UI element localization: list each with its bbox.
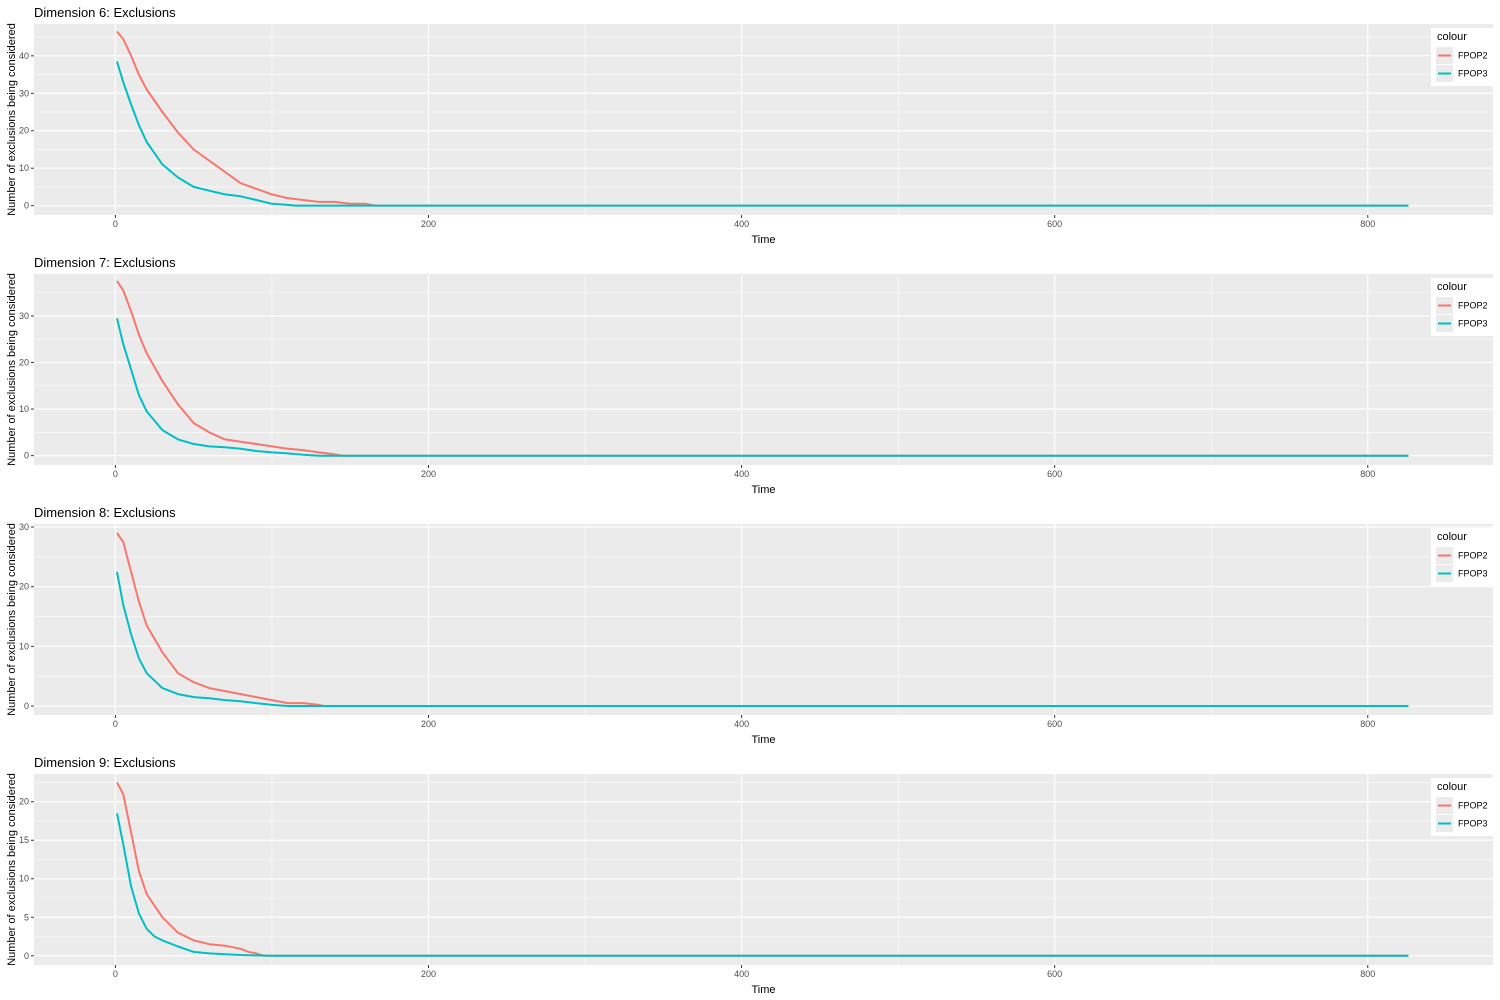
series-line-fpop3 (116, 318, 1409, 457)
y-tick-label: 30 (19, 522, 29, 532)
chart-panel-dimension-7: 0 200 400 600 800 0 10 20 30 Dimension 7: Exclusi… (6, 255, 1493, 496)
legend-label-fpop3: FPOP3 (1458, 319, 1488, 329)
y-tick-label: 20 (19, 126, 29, 136)
y-tick-label: 20 (19, 797, 29, 807)
x-tick-label: 400 (734, 969, 749, 979)
x-tick-label: 600 (1047, 719, 1062, 729)
y-axis-label: Number of exclusions being considered (6, 523, 18, 716)
x-tick-label: 600 (1047, 469, 1062, 479)
x-axis-label: Time (751, 484, 775, 496)
legend-label-fpop3: FPOP3 (1458, 69, 1488, 79)
legend-label-fpop2: FPOP2 (1458, 51, 1488, 61)
series-line-fpop3 (116, 571, 1409, 707)
plot-background (34, 24, 1493, 215)
series-line-fpop3 (116, 813, 1409, 957)
chart-title: Dimension 7: Exclusions (34, 255, 176, 270)
x-tick-label: 200 (421, 469, 436, 479)
y-tick-label: 10 (19, 641, 29, 651)
chart-title: Dimension 8: Exclusions (34, 505, 176, 520)
x-tick-label: 0 (113, 969, 118, 979)
x-tick-label: 0 (113, 469, 118, 479)
legend-title: colour (1437, 781, 1467, 793)
y-tick-label: 15 (19, 835, 29, 845)
y-tick-label: 20 (19, 582, 29, 592)
y-tick-label: 20 (19, 358, 29, 368)
x-tick-label: 600 (1047, 969, 1062, 979)
x-tick-label: 200 (421, 969, 436, 979)
y-axis-label: Number of exclusions being considered (6, 23, 18, 216)
x-axis-label: Time (751, 984, 775, 996)
x-tick-label: 400 (734, 219, 749, 229)
x-tick-label: 200 (421, 719, 436, 729)
chart-title: Dimension 6: Exclusions (34, 5, 176, 20)
y-tick-label: 40 (19, 51, 29, 61)
chart-title: Dimension 9: Exclusions (34, 755, 176, 770)
x-tick-label: 0 (113, 719, 118, 729)
x-tick-label: 800 (1360, 469, 1375, 479)
y-tick-label: 0 (24, 951, 29, 961)
legend-label-fpop3: FPOP3 (1458, 569, 1488, 579)
x-tick-label: 400 (734, 719, 749, 729)
y-tick-label: 0 (24, 701, 29, 711)
plot-background (34, 274, 1493, 465)
x-tick-label: 800 (1360, 969, 1375, 979)
y-axis-label: Number of exclusions being considered (6, 273, 18, 466)
y-tick-label: 10 (19, 404, 29, 414)
x-tick-label: 0 (113, 219, 118, 229)
chart-panel-dimension-6: 0 200 400 600 800 0 10 20 30 40 Dimension 6: Exclu… (6, 5, 1493, 246)
y-tick-label: 10 (19, 163, 29, 173)
legend-label-fpop2: FPOP2 (1458, 801, 1488, 811)
x-tick-label: 600 (1047, 219, 1062, 229)
y-tick-label: 0 (24, 201, 29, 211)
plot-background (34, 774, 1493, 965)
legend-label-fpop3: FPOP3 (1458, 819, 1488, 829)
x-tick-label: 200 (421, 219, 436, 229)
legend-title: colour (1437, 531, 1467, 543)
y-tick-label: 30 (19, 88, 29, 98)
plot-background (34, 524, 1493, 715)
y-tick-label: 30 (19, 311, 29, 321)
chart-panel-dimension-9: 0 200 400 600 800 0 5 10 15 20 Dimension 9: Exclus… (6, 755, 1493, 996)
series-line-fpop3 (116, 61, 1409, 207)
y-tick-label: 10 (19, 874, 29, 884)
y-tick-label: 5 (24, 912, 29, 922)
x-tick-label: 800 (1360, 719, 1375, 729)
x-axis-label: Time (751, 234, 775, 246)
y-tick-label: 0 (24, 451, 29, 461)
legend-title: colour (1437, 31, 1467, 43)
y-axis-label: Number of exclusions being considered (6, 773, 18, 966)
x-tick-label: 800 (1360, 219, 1375, 229)
legend-label-fpop2: FPOP2 (1458, 551, 1488, 561)
chart-panel-dimension-8: 0 200 400 600 800 0 10 20 30 Dimension 8: Exclusi… (6, 505, 1493, 746)
legend-title: colour (1437, 281, 1467, 293)
x-tick-label: 400 (734, 469, 749, 479)
legend-label-fpop2: FPOP2 (1458, 301, 1488, 311)
x-axis-label: Time (751, 734, 775, 746)
